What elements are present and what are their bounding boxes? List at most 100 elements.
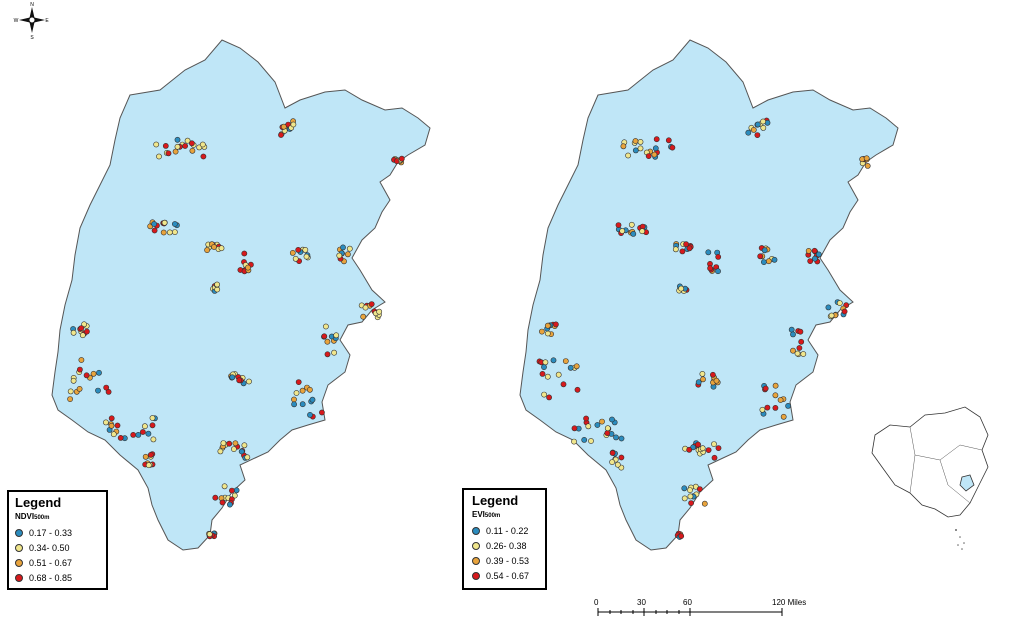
sample-point (761, 247, 768, 254)
sample-point (715, 253, 722, 260)
sample-point (204, 247, 210, 253)
sample-point (130, 431, 137, 438)
sample-point (362, 304, 369, 311)
sample-point (78, 357, 85, 363)
sample-point (340, 244, 346, 251)
sample-point (110, 431, 117, 438)
legend-variable: NDVI500m (15, 512, 50, 521)
sample-point (299, 387, 306, 394)
sample-point (67, 388, 74, 395)
sample-point (145, 462, 152, 469)
sample-point (588, 438, 594, 444)
legend-class: 0.17 - 0.33 (15, 525, 100, 540)
sample-point (244, 454, 251, 461)
sample-point (696, 486, 703, 492)
sample-point (226, 440, 233, 447)
sample-point (76, 385, 83, 392)
scale-tick-60: 60 (683, 598, 692, 607)
sample-point (796, 345, 803, 351)
sample-point (745, 129, 752, 136)
sample-point (695, 441, 701, 448)
sample-point (790, 347, 796, 354)
legend-ndvi: Legend NDVI500m 0.17 - 0.33 0.34- 0.50 0… (7, 490, 108, 590)
scale-tick-30: 30 (637, 598, 646, 607)
sample-point (762, 385, 769, 392)
sample-point (699, 370, 706, 377)
sample-point (797, 328, 804, 335)
sample-point (780, 413, 787, 420)
sample-point (241, 442, 248, 449)
sample-point (228, 487, 235, 494)
sample-point (151, 221, 157, 227)
sample-point (771, 256, 778, 263)
sample-point (344, 251, 351, 258)
sample-point (687, 493, 694, 500)
sample-point (760, 259, 767, 265)
sample-point (539, 328, 545, 335)
sample-point (346, 245, 353, 252)
sample-point (681, 495, 688, 502)
sample-point (171, 229, 178, 235)
sample-point (238, 448, 245, 455)
sample-point (672, 246, 679, 253)
sample-point (398, 155, 405, 162)
compass-rose-icon: N E S W (14, 2, 50, 41)
sample-point (581, 436, 588, 443)
sample-point (108, 422, 115, 429)
sample-point (322, 323, 329, 330)
sample-point (291, 396, 297, 403)
sample-point (188, 140, 195, 147)
sample-point (174, 136, 181, 143)
sample-point (78, 325, 85, 331)
sample-point (83, 372, 90, 379)
sample-point (652, 145, 659, 152)
sample-point (117, 434, 124, 441)
sample-point (307, 411, 313, 418)
sample-point (541, 364, 547, 370)
sample-point (290, 121, 297, 128)
legend-class: 0.68 - 0.85 (15, 570, 100, 585)
legend-swatch (472, 526, 480, 535)
sample-point (229, 374, 236, 381)
sample-point (280, 123, 287, 130)
sample-point (599, 418, 605, 425)
sample-point (79, 332, 86, 339)
sample-point (77, 366, 83, 373)
legend-swatch (15, 528, 23, 537)
sample-point (219, 499, 226, 506)
sample-point (760, 125, 767, 131)
sample-point (811, 255, 818, 262)
sample-point (790, 331, 796, 338)
sample-point (151, 227, 158, 234)
sample-point (226, 501, 233, 508)
sample-point (573, 363, 580, 370)
legend-swatch (15, 573, 23, 582)
sample-point (108, 415, 115, 422)
sample-point (583, 415, 589, 422)
sample-point (70, 329, 77, 336)
sample-point (200, 153, 207, 160)
sample-point (206, 531, 213, 538)
sample-point (757, 253, 764, 260)
sample-point (788, 326, 795, 333)
sample-point (630, 230, 637, 237)
sample-point (604, 425, 611, 432)
sample-point (715, 268, 721, 275)
sample-point (705, 447, 712, 453)
sample-point (625, 152, 631, 159)
sample-point (754, 132, 761, 138)
scale-bar (597, 608, 783, 616)
sample-point (331, 349, 337, 356)
sample-point (765, 258, 772, 265)
sample-point (306, 386, 313, 393)
china-inset-map (871, 406, 989, 550)
sample-point (811, 247, 818, 254)
sample-point (841, 308, 848, 315)
sample-point (211, 244, 217, 250)
sample-point (218, 245, 225, 252)
sample-point (368, 301, 375, 307)
sample-point (214, 286, 221, 293)
sample-point (289, 249, 296, 256)
sample-point (153, 141, 160, 148)
